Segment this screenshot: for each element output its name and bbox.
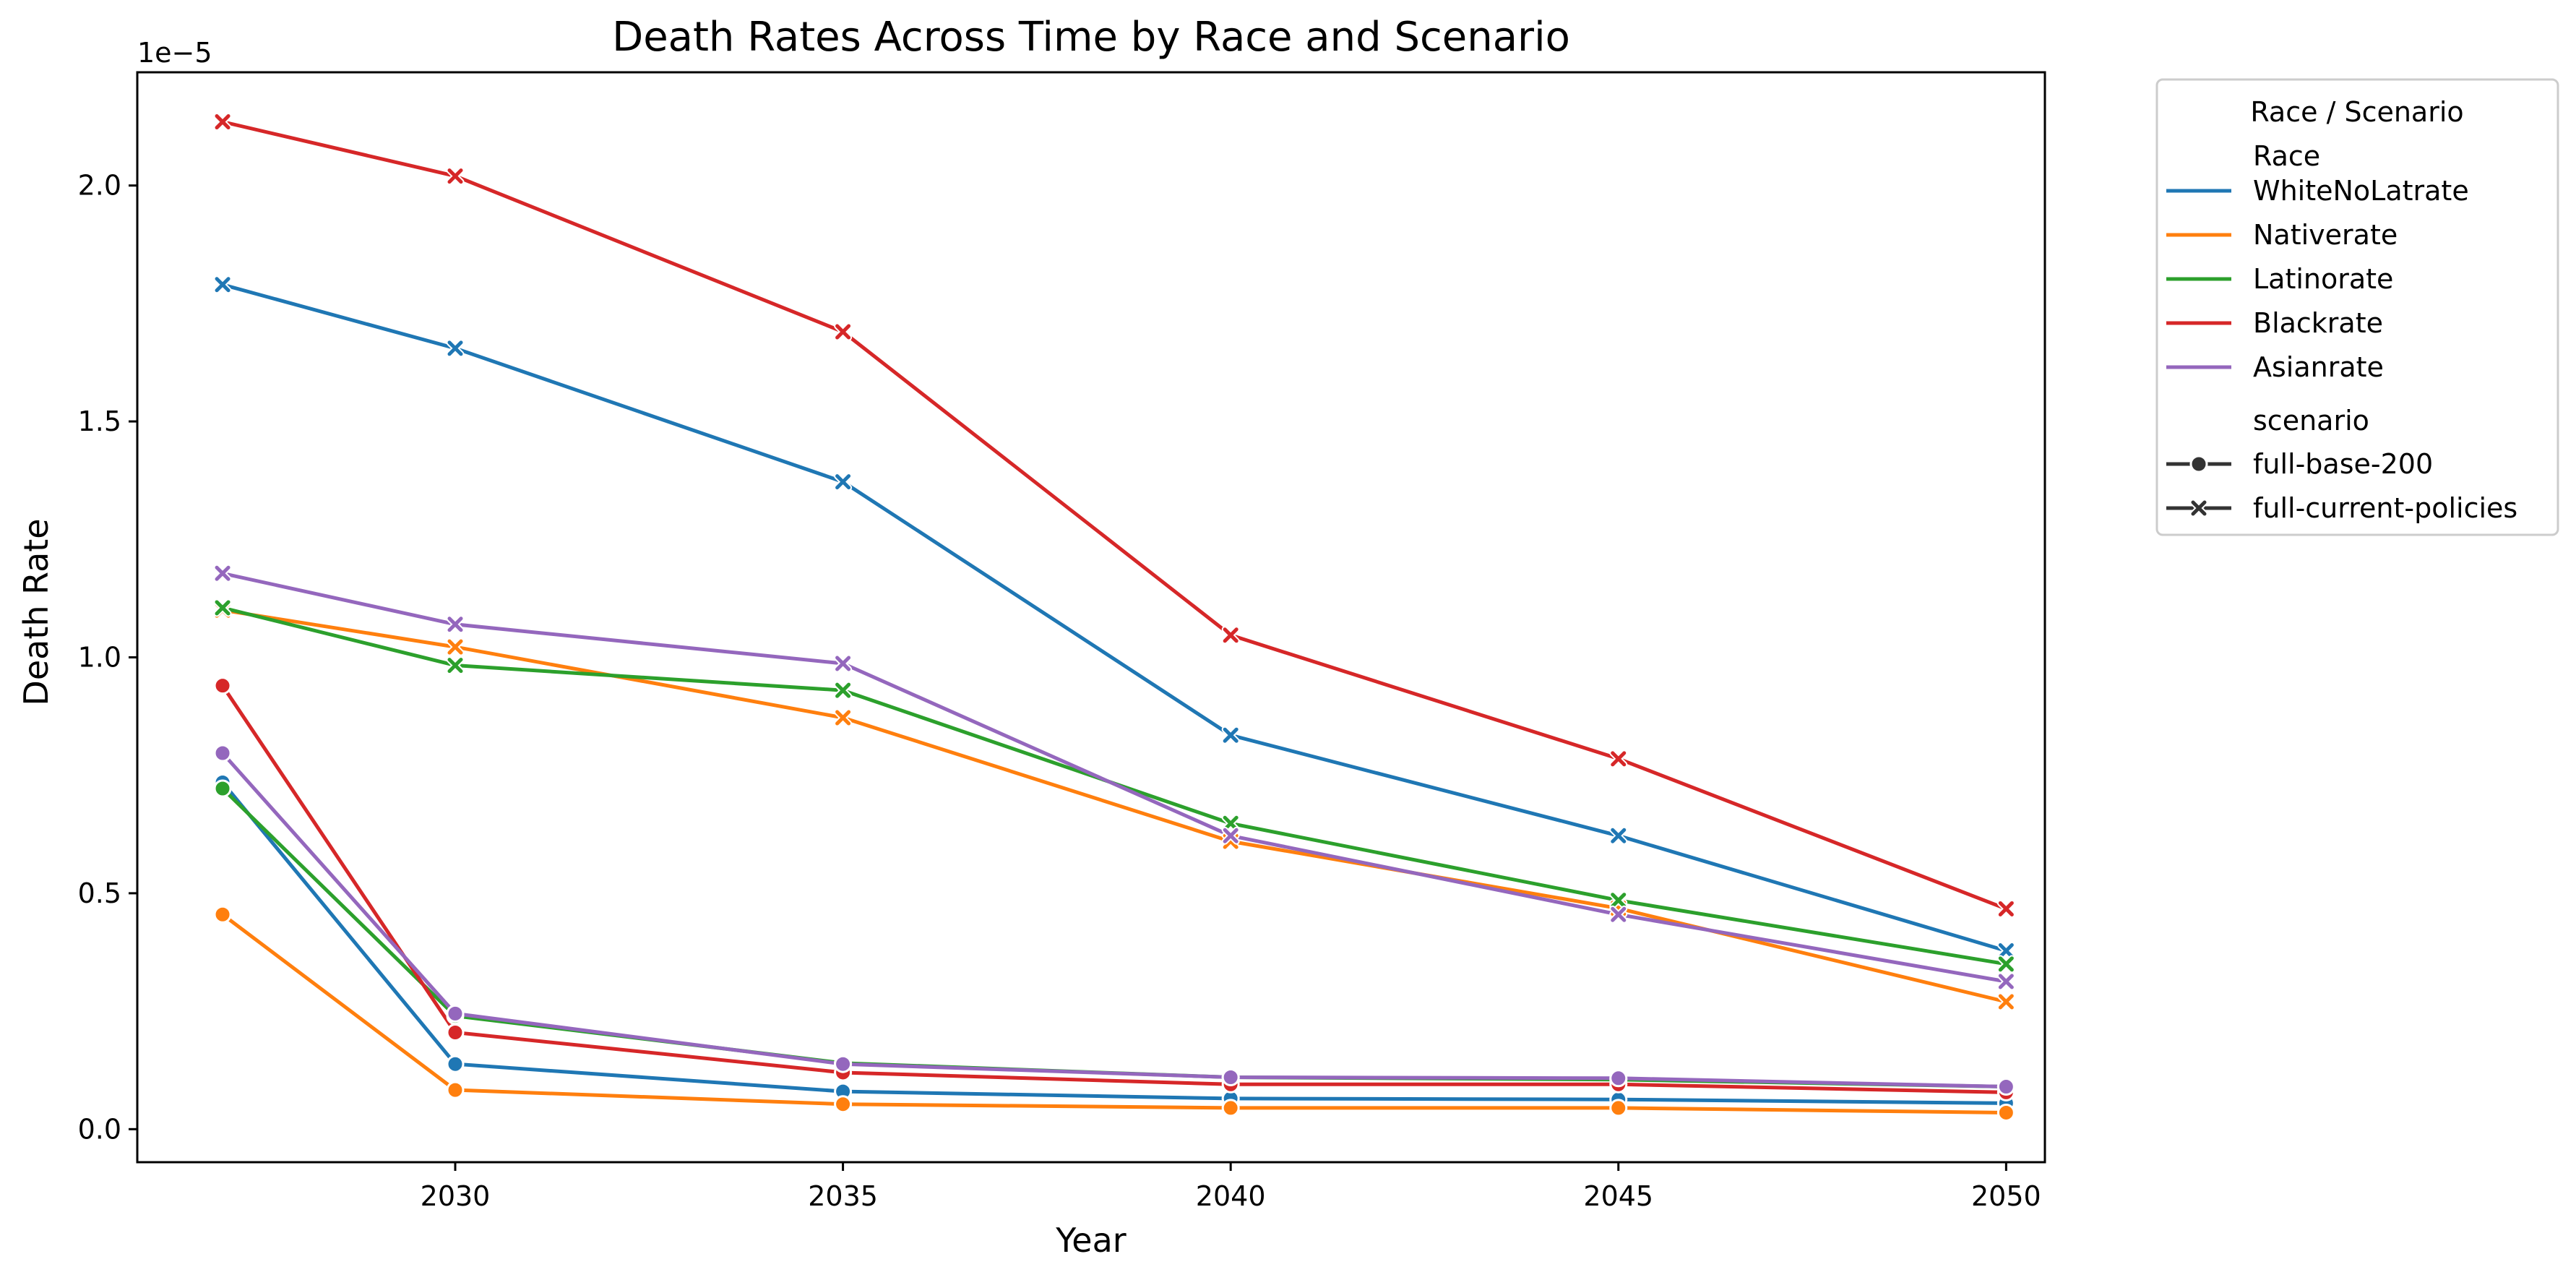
legend-race-entries: WhiteNoLatrate Nativerate Latinorate Blackr… [2166,175,2469,383]
y-tick-label: 0.0 [78,1113,121,1145]
data-point-blackrate-full-base-200 [446,1023,465,1041]
data-point-blackrate-full-current-policies [446,167,465,186]
data-point-nativerate-full-current-policies [446,637,465,656]
data-point-asianrate-full-base-200 [834,1055,853,1073]
x-tick-label: 2040 [1196,1180,1266,1212]
data-point-whitenolatrate-full-current-policies [1609,826,1628,845]
x-axis-label: Year [1055,1221,1126,1260]
data-point-nativerate-full-base-200 [1221,1099,1240,1117]
legend-label-asianrate: Asianrate [2253,351,2384,383]
data-point-whitenolatrate-full-current-policies [446,339,465,358]
data-point-asianrate-full-base-200 [213,744,232,763]
data-point-latinorate-full-current-policies [1609,891,1628,910]
series-line-blackrate-full-current-policies [220,120,2008,911]
data-point-latinorate-full-current-policies [1996,955,2015,974]
plot-frame [136,71,2046,1164]
data-point-whitenolatrate-full-current-policies [1221,726,1240,744]
data-point-asianrate-full-current-policies [1609,905,1628,924]
chart-title: Death Rates Across Time by Race and Scen… [612,14,1570,61]
data-point-blackrate-full-current-policies [1996,899,2015,918]
series-line-asianrate-full-base-200 [220,751,2008,1088]
data-point-nativerate-full-current-policies [834,708,853,727]
data-point-whitenolatrate-full-current-policies [1996,942,2015,961]
series-line-blackrate-full-base-200 [220,684,2008,1094]
y-tick-label: 0.5 [78,877,121,909]
data-point-nativerate-full-base-200 [834,1095,853,1114]
data-point-nativerate-full-base-200 [1996,1103,2015,1122]
legend-scenario-header: scenario [2253,405,2369,437]
series-markers [213,113,2015,1122]
data-point-asianrate-full-current-policies [213,564,232,583]
data-point-asianrate-full-base-200 [1221,1068,1240,1086]
y-axis-ticks: 0.0 0.5 1.0 1.5 2.0 [78,170,137,1145]
legend-label-latinorate: Latinorate [2253,263,2393,295]
legend-marker-full-base-200 [2189,455,2208,473]
y-tick-label: 1.5 [78,405,121,437]
x-tick-label: 2050 [1971,1180,2041,1212]
y-tick-label: 2.0 [78,170,121,202]
data-point-blackrate-full-base-200 [213,676,232,695]
legend-label-whitenolatrate: WhiteNoLatrate [2253,175,2469,207]
series-line-whitenolatrate-full-current-policies [220,283,2008,953]
data-point-whitenolatrate-full-base-200 [446,1055,465,1073]
data-point-asianrate-full-current-policies [446,615,465,634]
data-point-asianrate-full-base-200 [1996,1078,2015,1096]
data-point-asianrate-full-base-200 [1609,1069,1628,1088]
series-line-whitenolatrate-full-base-200 [220,781,2008,1105]
legend-race-header: Race [2253,140,2320,172]
data-point-latinorate-full-current-policies [213,598,232,617]
data-point-asianrate-full-current-policies [1221,826,1240,845]
legend-marker-full-current-policies [2189,499,2208,517]
legend-frame [2155,78,2559,536]
x-tick-label: 2035 [808,1180,878,1212]
data-point-whitenolatrate-full-current-policies [834,473,853,491]
data-point-blackrate-full-current-policies [1609,749,1628,768]
legend-scenario-entries: full-base-200 full-current-policies [2166,448,2517,524]
series-line-nativerate-full-base-200 [220,912,2008,1114]
legend: Race / Scenario Race WhiteNoLatrate Nativ… [2155,78,2559,536]
y-offset-label: 1e−5 [137,37,212,69]
y-tick-label: 1.0 [78,641,121,673]
data-point-whitenolatrate-full-current-policies [213,275,232,294]
data-point-blackrate-full-current-policies [1221,626,1240,645]
x-tick-label: 2045 [1583,1180,1653,1212]
series-line-latinorate-full-current-policies [220,606,2008,966]
data-point-latinorate-full-current-policies [1221,814,1240,833]
data-point-nativerate-full-base-200 [213,905,232,924]
legend-label-blackrate: Blackrate [2253,307,2383,339]
data-point-latinorate-full-current-policies [446,656,465,675]
x-tick-label: 2030 [421,1180,491,1212]
legend-label-nativerate: Nativerate [2253,219,2398,251]
data-point-nativerate-full-base-200 [446,1081,465,1099]
data-point-blackrate-full-current-policies [834,322,853,341]
y-axis-label: Death Rate [17,518,56,705]
data-point-asianrate-full-current-policies [1996,972,2015,991]
data-point-latinorate-full-base-200 [213,779,232,798]
series-lines [220,120,2008,1114]
data-point-latinorate-full-current-policies [834,681,853,700]
legend-title: Race / Scenario [2250,96,2463,128]
data-point-asianrate-full-current-policies [834,654,853,673]
legend-label-full-current-policies: full-current-policies [2253,492,2517,524]
data-point-blackrate-full-current-policies [213,113,232,132]
data-point-nativerate-full-current-policies [1996,992,2015,1011]
x-axis-ticks: 2030 2035 2040 2045 2050 [421,1162,2041,1212]
legend-label-full-base-200: full-base-200 [2253,448,2433,480]
series-line-asianrate-full-current-policies [220,571,2008,984]
data-point-nativerate-full-base-200 [1609,1099,1628,1117]
data-point-asianrate-full-base-200 [446,1004,465,1023]
